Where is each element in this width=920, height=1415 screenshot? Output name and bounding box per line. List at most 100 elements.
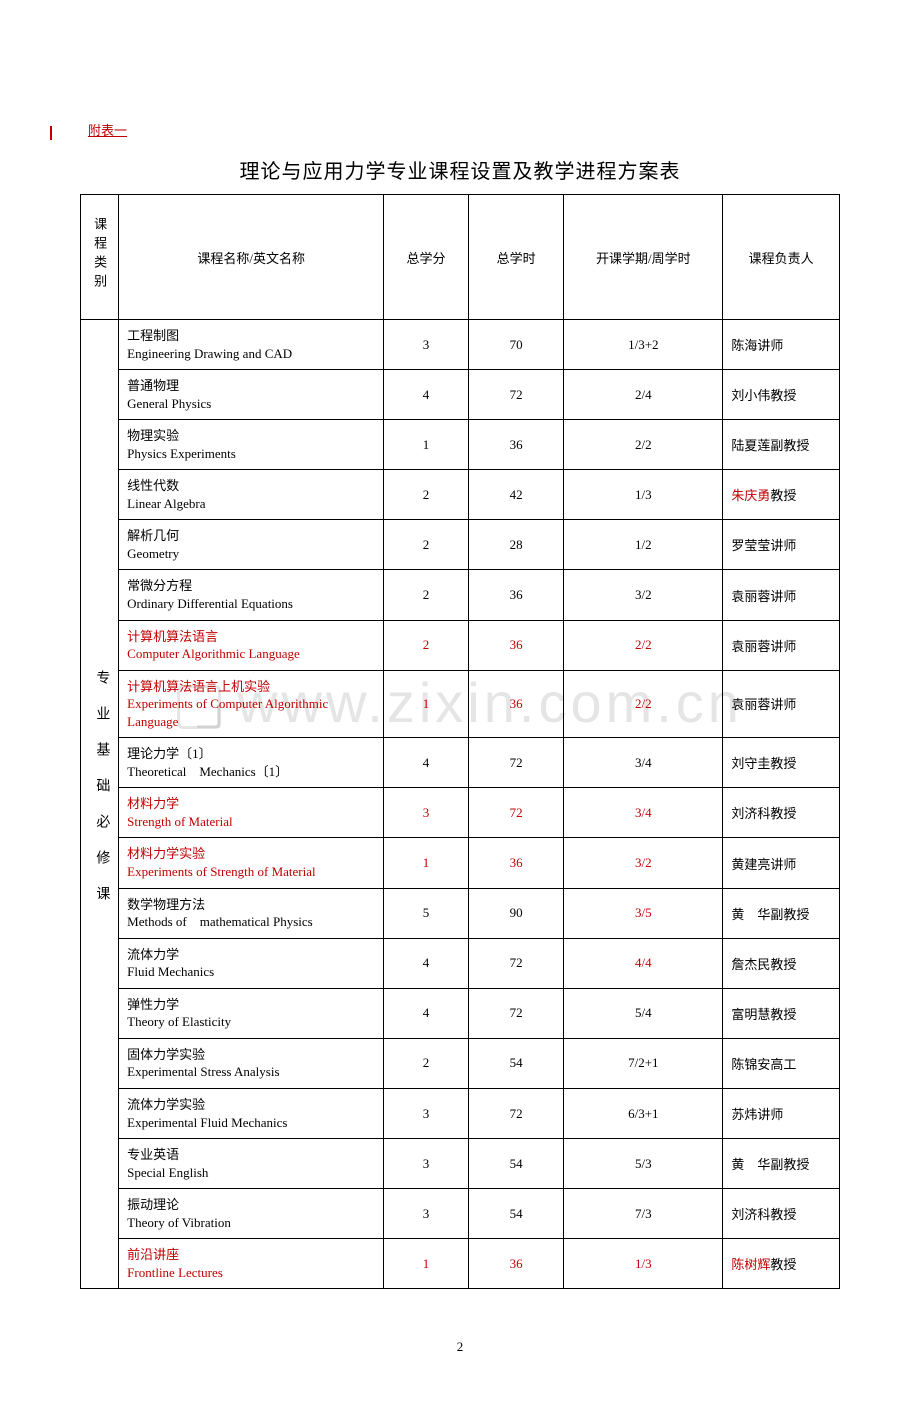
header-name: 课程名称/英文名称 (119, 195, 384, 320)
semester-cell: 3/4 (564, 788, 723, 838)
revision-bar (50, 126, 52, 140)
table-row: 计算机算法语言上机实验Experiments of Computer Algor… (81, 670, 840, 738)
course-name-en: General Physics (127, 395, 375, 413)
credit-cell: 1 (384, 670, 469, 738)
credit-cell: 1 (384, 420, 469, 470)
table-row: 前沿讲座Frontline Lectures1361/3陈树辉教授 (81, 1239, 840, 1289)
instructor-name: 陈海 (731, 338, 757, 353)
course-name-en: Special English (127, 1164, 375, 1182)
table-row: 解析几何Geometry2281/2罗莹莹讲师 (81, 520, 840, 570)
course-name-cell: 材料力学实验Experiments of Strength of Materia… (119, 838, 384, 888)
course-name-cell: 振动理论Theory of Vibration (119, 1189, 384, 1239)
course-name-cell: 前沿讲座Frontline Lectures (119, 1239, 384, 1289)
instructor-title: 讲师 (770, 589, 796, 604)
semester-cell: 2/4 (564, 370, 723, 420)
course-name-cn: 材料力学实验 (127, 845, 375, 863)
instructor-cell: 黄 华副教授 (723, 888, 840, 938)
course-name-cn: 流体力学 (127, 946, 375, 964)
instructor-title: 教授 (770, 806, 796, 821)
header-credit: 总学分 (384, 195, 469, 320)
header-category: 课程类别 (81, 195, 119, 320)
course-name-cell: 普通物理General Physics (119, 370, 384, 420)
instructor-cell: 富明慧教授 (723, 988, 840, 1038)
table-row: 普通物理General Physics4722/4刘小伟教授 (81, 370, 840, 420)
instructor-name: 刘济科 (731, 806, 770, 821)
instructor-name: 袁丽蓉 (731, 639, 770, 654)
course-name-en: Strength of Material (127, 813, 375, 831)
instructor-name: 朱庆勇 (731, 488, 770, 503)
course-name-en: Geometry (127, 545, 375, 563)
hours-cell: 70 (468, 320, 563, 370)
hours-cell: 36 (468, 620, 563, 670)
semester-cell: 2/2 (564, 670, 723, 738)
page-number: 2 (80, 1339, 840, 1355)
course-name-cn: 弹性力学 (127, 996, 375, 1014)
semester-cell: 3/4 (564, 738, 723, 788)
instructor-title: 讲师 (757, 338, 783, 353)
hours-cell: 54 (468, 1139, 563, 1189)
course-name-cell: 工程制图Engineering Drawing and CAD (119, 320, 384, 370)
course-name-en: Computer Algorithmic Language (127, 645, 375, 663)
semester-cell: 3/5 (564, 888, 723, 938)
credit-cell: 3 (384, 1189, 469, 1239)
course-name-cell: 流体力学Fluid Mechanics (119, 938, 384, 988)
instructor-cell: 刘济科教授 (723, 788, 840, 838)
course-name-cell: 理论力学〔1〕Theoretical Mechanics〔1〕 (119, 738, 384, 788)
semester-cell: 1/2 (564, 520, 723, 570)
instructor-cell: 朱庆勇教授 (723, 470, 840, 520)
semester-cell: 5/3 (564, 1139, 723, 1189)
credit-cell: 3 (384, 788, 469, 838)
credit-cell: 2 (384, 620, 469, 670)
course-name-cn: 前沿讲座 (127, 1246, 375, 1264)
credit-cell: 4 (384, 988, 469, 1038)
instructor-title: 副教授 (770, 907, 809, 922)
course-name-cell: 数学物理方法Methods of mathematical Physics (119, 888, 384, 938)
instructor-title: 教授 (770, 388, 796, 403)
instructor-cell: 刘济科教授 (723, 1189, 840, 1239)
table-row: 线性代数Linear Algebra2421/3朱庆勇教授 (81, 470, 840, 520)
credit-cell: 3 (384, 1088, 469, 1138)
instructor-name: 詹杰民 (731, 957, 770, 972)
course-name-cn: 计算机算法语言 (127, 628, 375, 646)
course-name-cn: 理论力学〔1〕 (127, 745, 375, 763)
credit-cell: 2 (384, 470, 469, 520)
instructor-title: 讲师 (770, 857, 796, 872)
course-name-en: Methods of mathematical Physics (127, 913, 375, 931)
semester-cell: 3/2 (564, 838, 723, 888)
instructor-title: 副教授 (770, 1157, 809, 1172)
course-name-cell: 计算机算法语言Computer Algorithmic Language (119, 620, 384, 670)
semester-cell: 6/3+1 (564, 1088, 723, 1138)
semester-cell: 5/4 (564, 988, 723, 1038)
hours-cell: 72 (468, 988, 563, 1038)
hours-cell: 54 (468, 1189, 563, 1239)
instructor-name: 刘济科 (731, 1207, 770, 1222)
course-name-en: Theory of Vibration (127, 1214, 375, 1232)
table-row: 振动理论Theory of Vibration3547/3刘济科教授 (81, 1189, 840, 1239)
hours-cell: 42 (468, 470, 563, 520)
instructor-title: 教授 (770, 1007, 796, 1022)
table-row: 数学物理方法Methods of mathematical Physics590… (81, 888, 840, 938)
instructor-title: 高工 (770, 1057, 796, 1072)
instructor-cell: 黄建亮讲师 (723, 838, 840, 888)
course-name-cn: 物理实验 (127, 427, 375, 445)
category-label: 专业基础必修课 (83, 670, 119, 922)
course-name-cell: 固体力学实验Experimental Stress Analysis (119, 1038, 384, 1088)
semester-cell: 1/3 (564, 470, 723, 520)
course-name-cn: 普通物理 (127, 377, 375, 395)
credit-cell: 5 (384, 888, 469, 938)
table-row: 流体力学实验Experimental Fluid Mechanics3726/3… (81, 1088, 840, 1138)
credit-cell: 4 (384, 938, 469, 988)
course-name-en: Linear Algebra (127, 495, 375, 513)
course-name-cell: 物理实验Physics Experiments (119, 420, 384, 470)
instructor-cell: 陈海讲师 (723, 320, 840, 370)
instructor-name: 罗莹莹 (731, 538, 770, 553)
course-name-cn: 振动理论 (127, 1196, 375, 1214)
instructor-name: 陈锦安 (731, 1057, 770, 1072)
course-name-cell: 解析几何Geometry (119, 520, 384, 570)
course-name-en: Engineering Drawing and CAD (127, 345, 375, 363)
hours-cell: 72 (468, 738, 563, 788)
instructor-title: 讲师 (770, 639, 796, 654)
course-name-en: Experiments of Computer Algorithmic Lang… (127, 695, 375, 730)
course-name-cell: 线性代数Linear Algebra (119, 470, 384, 520)
instructor-cell: 陈树辉教授 (723, 1239, 840, 1289)
